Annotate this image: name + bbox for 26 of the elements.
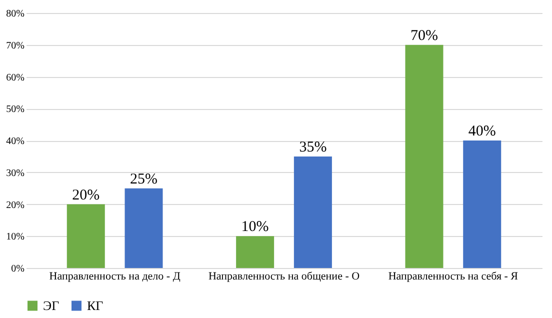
legend-label: ЭГ xyxy=(43,298,60,313)
bar xyxy=(124,188,163,268)
data-label: 35% xyxy=(299,139,327,156)
bar xyxy=(236,236,274,268)
bar xyxy=(405,44,444,268)
y-tick-label: 50% xyxy=(6,104,24,116)
y-tick-label: 70% xyxy=(6,40,24,52)
y-tick-label: 40% xyxy=(6,136,24,147)
bar xyxy=(66,204,105,268)
y-tick-label: 30% xyxy=(6,168,24,179)
y-tick-label: 10% xyxy=(6,232,24,243)
y-tick-label: 20% xyxy=(6,200,24,211)
data-label: 25% xyxy=(130,171,158,188)
data-label: 10% xyxy=(241,219,269,236)
x-tick-label: Направленность на дело - Д xyxy=(49,270,181,282)
data-label: 20% xyxy=(72,187,100,204)
legend-label: КГ xyxy=(87,298,104,313)
bar xyxy=(294,156,332,268)
data-label: 70% xyxy=(410,28,438,44)
y-tick-label: 0% xyxy=(11,264,24,274)
x-tick-label: Направленность на общение - О xyxy=(208,270,360,282)
bar xyxy=(463,140,502,268)
data-label: 40% xyxy=(468,124,496,140)
x-tick-label: Направленность на себя - Я xyxy=(388,270,519,282)
y-tick-label: 60% xyxy=(6,72,24,84)
y-tick-label: 80% xyxy=(6,8,24,20)
